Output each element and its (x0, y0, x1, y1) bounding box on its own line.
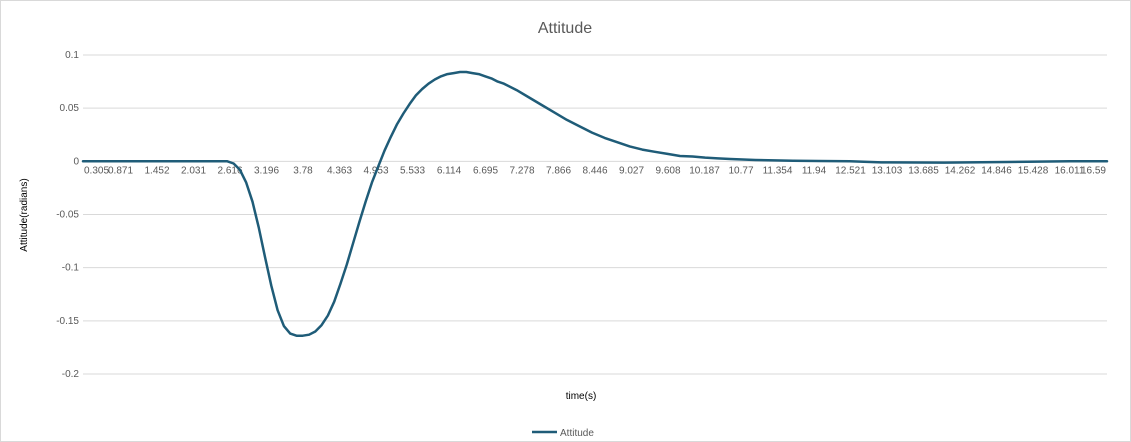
legend-label-attitude: Attitude (560, 428, 594, 439)
x-tick-label: 7.278 (509, 165, 534, 176)
x-tick-label: 1.452 (144, 165, 169, 176)
x-tick-label: 8.446 (582, 165, 607, 176)
gridlines (83, 54, 1107, 375)
y-axis-title: Attitude(radians) (19, 178, 30, 251)
x-tick-label: 14.262 (945, 165, 976, 176)
x-tick-label: 12.521 (835, 165, 866, 176)
x-tick-label: 6.695 (473, 165, 498, 176)
y-tick-label: -0.2 (62, 369, 80, 380)
x-tick-label: 0.871 (108, 165, 133, 176)
series-line-attitude (81, 70, 1109, 337)
x-tick-label: 13.685 (908, 165, 939, 176)
y-tick-label: 0.1 (65, 50, 79, 61)
x-tick-label: 10.187 (689, 165, 720, 176)
x-tick-label: 16.59 (1081, 165, 1106, 176)
x-tick-label: 15.428 (1018, 165, 1049, 176)
x-tick-label: 11.94 (802, 165, 827, 176)
x-tick-label: 0.305 (84, 165, 109, 176)
y-tick-label: 0.05 (60, 103, 80, 114)
chart-title: Attitude (538, 20, 592, 37)
y-tick-label: -0.1 (62, 263, 80, 274)
x-tick-label: 13.103 (872, 165, 903, 176)
y-tick-label: -0.05 (56, 210, 79, 221)
x-tick-label: 2.031 (181, 165, 206, 176)
x-tick-label: 11.354 (763, 165, 793, 176)
x-axis-title: time(s) (566, 391, 597, 402)
legend: Attitude (532, 428, 594, 439)
x-tick-label: 7.866 (546, 165, 571, 176)
x-tick-label: 4.363 (327, 165, 352, 176)
x-tick-label: 6.114 (437, 165, 462, 176)
x-tick-label: 3.196 (254, 165, 279, 176)
y-axis-ticks: 0.1 0.05 0 -0.05 -0.1 -0.15 -0.2 (56, 50, 79, 380)
x-tick-label: 16.011 (1055, 165, 1085, 176)
x-tick-label: 14.846 (981, 165, 1012, 176)
x-tick-label: 3.78 (293, 165, 313, 176)
x-tick-label: 9.608 (655, 165, 680, 176)
x-tick-label: 10.77 (728, 165, 753, 176)
y-tick-label: -0.15 (56, 316, 79, 327)
x-tick-label: 5.533 (400, 165, 425, 176)
y-tick-label: 0 (73, 156, 79, 167)
x-tick-label: 2.616 (217, 165, 242, 176)
x-tick-label: 9.027 (619, 165, 644, 176)
